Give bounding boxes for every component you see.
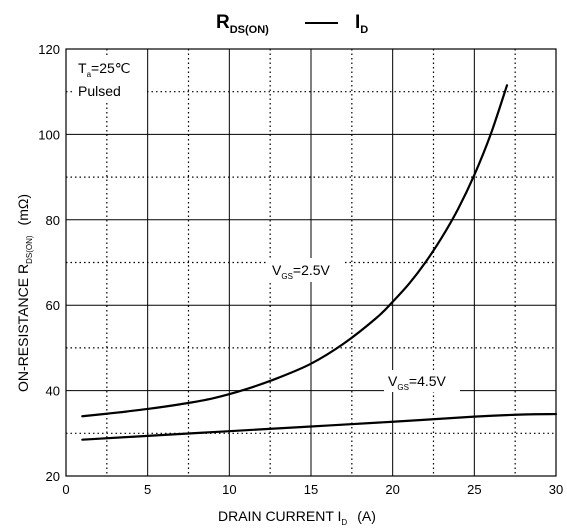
y-axis-label: ON-RESISTANCE RDS(ON)(mΩ): [15, 194, 34, 392]
y-tick-label: 80: [46, 213, 60, 228]
data-series: [81, 84, 558, 441]
x-tick-label: 10: [222, 482, 236, 497]
y-tick-labels: 20 40 60 80 100 120: [38, 42, 60, 484]
y-tick-label: 60: [46, 298, 60, 313]
y-tick-label: 20: [46, 469, 60, 484]
series-line-vgs-4v5: [81, 412, 558, 441]
series-label-vgs-4v5: VGS=4.5V: [388, 373, 447, 392]
series-label-bg-4v5: [384, 370, 460, 392]
x-tick-label: 5: [144, 482, 151, 497]
x-tick-label: 20: [385, 482, 399, 497]
chart-title-id: ID: [355, 12, 368, 36]
series-line-vgs-2v5: [81, 84, 509, 418]
x-tick-label: 25: [467, 482, 481, 497]
x-tick-labels: 0 5 10 15 20 25 30: [62, 482, 563, 497]
condition-bg: [74, 56, 144, 102]
x-axis-label: DRAIN CURRENT ID (A): [218, 508, 376, 527]
y-tick-label: 40: [46, 384, 60, 399]
chart-title-rds: RDS(ON): [216, 12, 269, 36]
series-label-vgs-2v5: VGS=2.5V: [272, 262, 331, 281]
x-tick-label: 30: [549, 482, 563, 497]
x-tick-label: 15: [304, 482, 318, 497]
series-label-bg-2v5: [268, 258, 344, 282]
y-tick-label: 100: [38, 127, 60, 142]
x-tick-label: 0: [62, 482, 69, 497]
plot-frame: [65, 48, 557, 477]
grid-lines: [66, 49, 556, 476]
y-tick-label: 120: [38, 42, 60, 57]
condition-temperature: Ta=25℃: [78, 60, 131, 79]
condition-mode: Pulsed: [78, 83, 121, 99]
